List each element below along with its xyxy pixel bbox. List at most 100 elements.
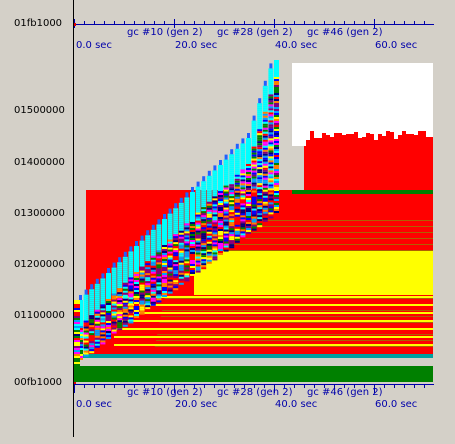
heap-alloc (223, 191, 229, 194)
heap-alloc (145, 253, 151, 256)
heap-red-ragged (386, 131, 390, 146)
heap-alloc (111, 333, 117, 336)
heap-alloc (128, 311, 134, 314)
heap-alloc (173, 264, 179, 267)
heap-alloc (139, 308, 145, 311)
heap-alloc (257, 119, 263, 122)
heap-alloc (240, 163, 246, 166)
heap-alloc (134, 286, 139, 288)
heap-alloc (122, 282, 128, 285)
heap-alloc (262, 157, 268, 160)
heap-alloc (167, 277, 173, 280)
heap-alloc (262, 165, 268, 168)
heap-alloc (262, 213, 268, 216)
heap-alloc (268, 158, 274, 161)
heap-alloc (212, 186, 218, 189)
heap-alloc (240, 207, 246, 210)
heap-alloc (94, 313, 100, 316)
heap-alloc (223, 207, 229, 210)
heap-alloc (234, 156, 240, 159)
heap-alloc (117, 308, 123, 311)
heap-alloc (122, 272, 128, 275)
heap-alloc (257, 139, 263, 142)
heap-alloc (184, 271, 190, 274)
heap-alloc (246, 144, 251, 146)
heap-alloc (246, 232, 251, 234)
heap-alloc (184, 249, 190, 252)
timeline-tick (374, 19, 375, 28)
heap-alloc-tip (146, 230, 150, 236)
heap-alloc (178, 248, 184, 251)
heap-alloc (274, 129, 279, 131)
heap-alloc (240, 225, 246, 228)
heap-alloc (246, 224, 251, 226)
heap-alloc (74, 348, 80, 350)
heap-alloc (246, 210, 251, 212)
heap-alloc (268, 104, 274, 107)
heap-alloc (246, 140, 251, 142)
heap-alloc (268, 126, 274, 129)
heap-alloc (94, 291, 100, 294)
heap-alloc (212, 236, 218, 239)
heap-alloc (111, 283, 117, 286)
heap-yellow-stripe (114, 328, 433, 330)
heap-alloc (156, 288, 162, 291)
heap-alloc (195, 216, 201, 219)
heap-alloc (167, 267, 173, 270)
heap-alloc (246, 192, 251, 194)
heap-alloc (206, 259, 212, 262)
heap-alloc (83, 318, 89, 321)
heap-alloc (162, 263, 167, 265)
heap-alloc (184, 245, 190, 248)
heap-alloc (167, 241, 173, 244)
heap-alloc (234, 240, 240, 243)
heap-alloc (201, 245, 207, 248)
heap-alloc (83, 298, 89, 301)
heap-alloc (173, 226, 179, 229)
timeline-tick (234, 384, 235, 388)
heap-alloc (268, 204, 274, 207)
heap-alloc (262, 187, 268, 190)
heap-red-ragged (406, 134, 410, 146)
heap-alloc (139, 276, 145, 279)
heap-alloc (268, 212, 274, 215)
heap-alloc (218, 225, 223, 227)
heap-alloc (162, 281, 167, 283)
heap-alloc (74, 314, 80, 316)
heap-alloc (212, 256, 218, 259)
heap-alloc-tip (241, 138, 245, 144)
heap-alloc (274, 161, 279, 163)
heap-alloc (223, 217, 229, 220)
heap-alloc (262, 169, 268, 172)
heap-alloc (257, 169, 263, 172)
heap-alloc (83, 312, 89, 315)
heap-alloc (83, 330, 89, 333)
y-label-top: 01fb1000 (14, 18, 63, 29)
heap-alloc (89, 295, 95, 298)
heap-alloc (150, 229, 156, 232)
heap-alloc (190, 224, 195, 226)
heap-alloc (184, 229, 190, 232)
heap-alloc (234, 224, 240, 227)
heap-alloc-tip (140, 235, 144, 241)
heap-alloc (201, 203, 207, 206)
heap-alloc (89, 311, 95, 314)
heap-alloc (162, 285, 167, 287)
heap-alloc (150, 233, 156, 236)
heap-alloc (262, 207, 268, 210)
heap-alloc (257, 149, 263, 152)
heap-alloc (117, 316, 123, 319)
heap-alloc (229, 178, 235, 181)
heap-alloc (190, 272, 195, 274)
heap-alloc (251, 156, 257, 159)
heap-alloc (234, 188, 240, 191)
timeline-tick (194, 21, 195, 25)
heap-alloc (94, 333, 100, 336)
heap-alloc (240, 227, 246, 230)
heap-alloc (274, 165, 279, 167)
heap-alloc (268, 160, 274, 163)
heap-alloc (262, 117, 268, 120)
heap-alloc-tip (174, 203, 178, 209)
heap-alloc (100, 312, 106, 315)
heap-alloc (83, 336, 89, 339)
